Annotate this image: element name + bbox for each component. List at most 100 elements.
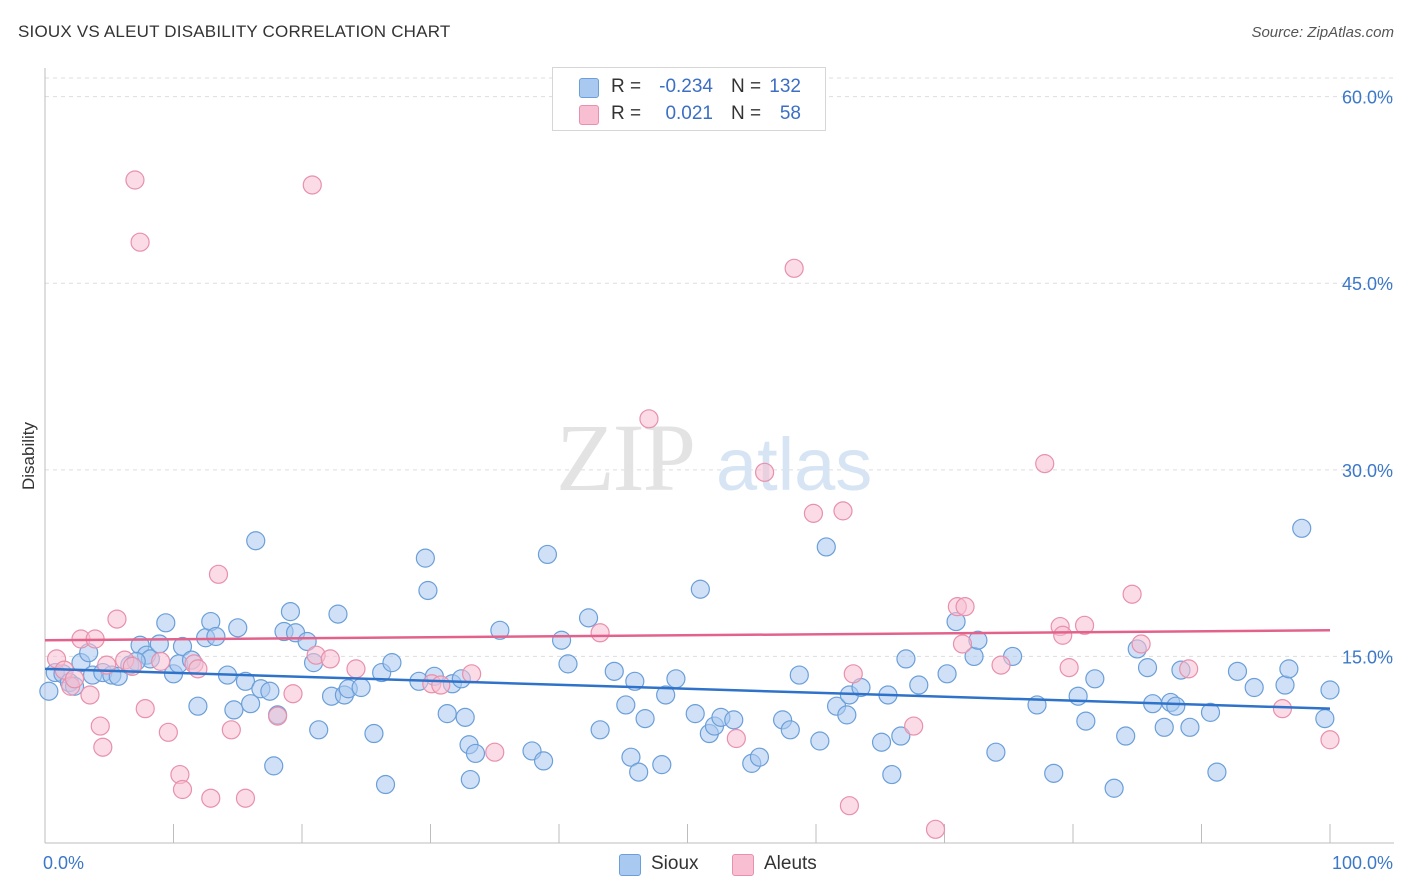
sioux-point [39, 681, 59, 701]
aleut-point [639, 409, 659, 429]
aleut-point [1179, 659, 1199, 679]
aleut-trend-line [44, 629, 1331, 642]
aleut-point [201, 788, 221, 808]
aleut-point [188, 659, 208, 679]
y-tick-label: 60.0% [1342, 88, 1393, 108]
aleut-points [46, 170, 1340, 839]
aleut-point [1053, 625, 1073, 645]
x-tick-label: 0.0% [43, 853, 84, 873]
aleut-point [151, 651, 171, 671]
aleut-point [346, 659, 366, 679]
sioux-point [382, 653, 402, 673]
legend-n-label: N = [731, 76, 762, 97]
sioux-point [1166, 696, 1186, 716]
aleut-point [485, 742, 505, 762]
sioux-point [246, 531, 266, 551]
sioux-point [1044, 763, 1064, 783]
sioux-points [39, 518, 1340, 798]
sioux-point [1180, 717, 1200, 737]
sioux-point [280, 602, 301, 622]
aleut-point [208, 564, 229, 584]
tick-labels: 15.0% 30.0% 45.0% 60.0% 0.0% 100.0% [43, 88, 1393, 873]
aleut-point [130, 232, 150, 252]
sioux-point [156, 613, 176, 633]
sioux-point [1104, 778, 1124, 798]
sioux-point [780, 720, 800, 740]
sioux-legend-label: Sioux [651, 853, 699, 874]
sioux-point [1207, 762, 1227, 782]
sioux-point [616, 695, 636, 715]
aleut-point [431, 675, 451, 695]
legend-n-value: 132 [769, 76, 801, 97]
sioux-point [937, 664, 957, 684]
legend-n-value: 58 [779, 103, 801, 124]
sioux-point [1292, 518, 1312, 538]
aleut-point [221, 720, 241, 740]
aleut-point [833, 501, 853, 521]
sioux-swatch [579, 78, 599, 98]
y-tick-label: 30.0% [1342, 461, 1393, 481]
sioux-point [1320, 680, 1340, 700]
y-axis-label: Disability [19, 421, 38, 490]
sioux-point [1076, 711, 1096, 731]
sioux-point [604, 661, 624, 681]
aleut-point [1131, 634, 1151, 654]
aleut-point [235, 788, 256, 808]
aleut-point [839, 796, 860, 816]
legend-row-sioux: R = -0.234 N = 132 [553, 74, 825, 100]
sioux-point [228, 618, 248, 638]
aleut-point [320, 649, 340, 669]
aleut-point [803, 503, 824, 523]
sioux-point [558, 654, 578, 674]
aleut-point [90, 716, 110, 736]
aleut-point [135, 699, 155, 719]
legend-r-value: -0.234 [659, 76, 713, 97]
aleut-point [904, 716, 924, 736]
sioux-point [749, 747, 770, 767]
sioux-point [437, 704, 457, 724]
sioux-point [533, 751, 554, 771]
aleut-point [784, 258, 804, 278]
sioux-point [882, 764, 902, 785]
sioux-point [1068, 686, 1088, 706]
aleut-point [93, 737, 113, 757]
aleut-point [955, 597, 975, 617]
sioux-point [328, 604, 348, 624]
legend-r-label: R = [611, 76, 642, 97]
legend-r-label: R = [611, 103, 642, 124]
sioux-point [986, 742, 1006, 762]
aleut-point [952, 634, 973, 654]
sioux-point [1116, 726, 1136, 746]
aleut-point [925, 819, 946, 839]
sioux-point [810, 731, 830, 751]
sioux-point [1085, 669, 1105, 689]
aleut-point [1122, 584, 1142, 604]
sioux-point [666, 669, 686, 689]
sioux-point [235, 671, 256, 691]
aleut-point [172, 779, 193, 800]
aleut-swatch [579, 105, 599, 125]
sioux-point [871, 732, 892, 752]
aleut-point [302, 175, 322, 195]
axes [44, 68, 1394, 844]
sioux-point [891, 726, 911, 746]
aleut-point [107, 609, 127, 629]
y-tick-label: 15.0% [1342, 647, 1393, 667]
sioux-point [309, 720, 329, 740]
sioux-point [685, 704, 705, 724]
sioux-point [455, 707, 475, 727]
aleut-point [1074, 615, 1095, 635]
sioux-trend-line [44, 667, 1331, 710]
sioux-point [690, 579, 710, 599]
sioux-point [415, 548, 435, 568]
aleut-point [158, 722, 178, 742]
sioux-point [652, 755, 672, 775]
sioux-point [149, 634, 169, 654]
sioux-point [629, 762, 649, 782]
aleut-point [1035, 454, 1055, 474]
sioux-point [537, 544, 558, 565]
aleut-point [64, 669, 85, 689]
sioux-legend-swatch [619, 854, 641, 876]
sioux-point [656, 685, 676, 705]
